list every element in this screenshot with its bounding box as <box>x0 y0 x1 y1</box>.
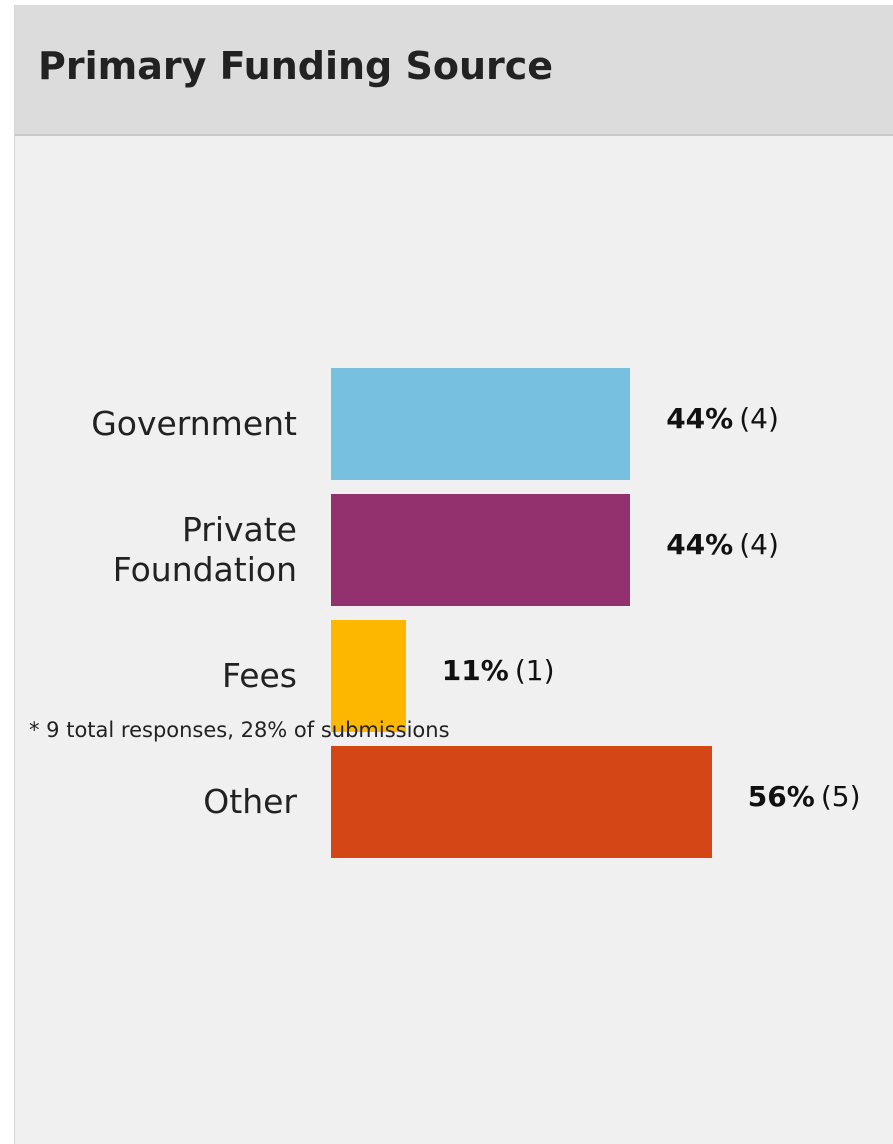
value-label: 11% (1) <box>442 614 555 726</box>
plot: Government 44% (4) Private Foundation 44% (4)… <box>15 6 893 1144</box>
percent-label: 44% <box>666 401 734 435</box>
percent-label: 56% <box>747 779 815 813</box>
bar <box>331 620 406 732</box>
bar <box>331 368 631 480</box>
footnote: * 9 total responses, 28% of submissions <box>29 718 450 742</box>
count-label: (4) <box>739 401 779 435</box>
bar <box>331 494 631 606</box>
percent-label: 44% <box>666 527 734 561</box>
header: Primary Funding Source <box>15 6 893 136</box>
bar <box>331 746 712 858</box>
category-label: Other <box>203 782 297 822</box>
category-label: Private Foundation <box>112 510 297 589</box>
count-label: (5) <box>820 779 861 813</box>
count-label: (4) <box>739 527 779 561</box>
count-label: (1) <box>514 653 555 687</box>
card: Primary Funding Source Government 44% (4) P… <box>14 5 893 1144</box>
category-label: Fees <box>222 656 297 696</box>
value-label: 44% (4) <box>666 362 779 474</box>
value-label: 56% (5) <box>748 740 861 852</box>
category-label: Government <box>91 404 297 444</box>
chart-title: Primary Funding Source <box>38 44 554 88</box>
percent-label: 11% <box>441 653 509 687</box>
value-label: 44% (4) <box>666 488 779 600</box>
